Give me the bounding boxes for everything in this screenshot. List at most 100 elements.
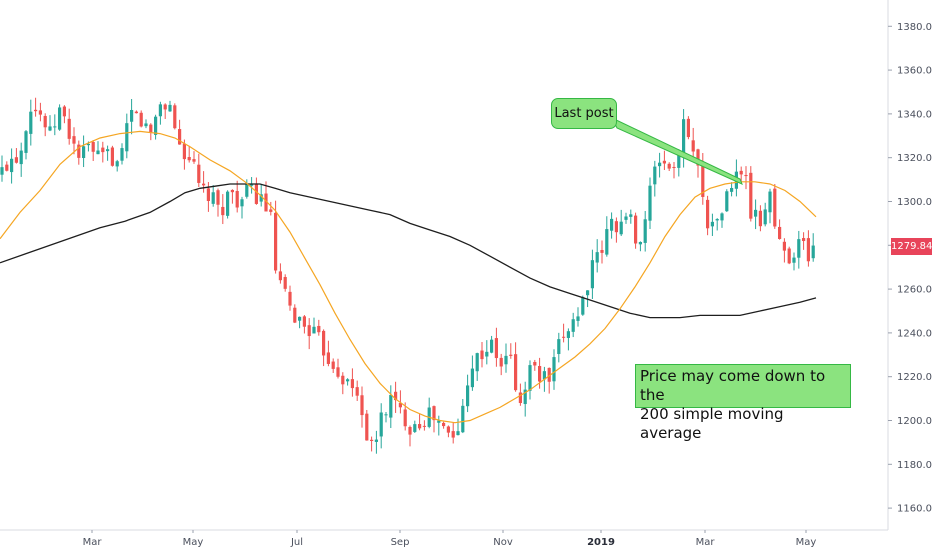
candle-body [221, 206, 225, 216]
candle-body [192, 159, 196, 162]
candle-body [706, 199, 710, 229]
candle-body [466, 385, 470, 407]
candle-body [245, 184, 249, 197]
candle-body [250, 184, 254, 186]
candle-body [571, 319, 575, 332]
candle-body [422, 425, 426, 427]
candle-body [139, 112, 143, 127]
callout-pointer [610, 116, 743, 185]
candle-body [24, 131, 28, 153]
annotation-last-post[interactable]: Last post [551, 98, 617, 129]
candle-body [336, 367, 340, 377]
candle-body [197, 164, 201, 183]
candle-body [216, 190, 220, 205]
annotation-line-2: 200 simple moving average [640, 405, 784, 442]
candle-body [595, 252, 599, 263]
candle-body [677, 153, 681, 168]
candle-body [14, 157, 18, 163]
y-tick-label: 1180.00 [897, 460, 932, 471]
candle-body [379, 412, 383, 437]
candle-body [562, 336, 566, 338]
candle-body [10, 158, 14, 173]
candle-body [168, 104, 172, 112]
moving-averages [0, 130, 817, 424]
candle-body [418, 424, 422, 429]
candle-body [202, 183, 206, 186]
candle-body [274, 212, 278, 271]
candle-body [763, 209, 767, 225]
annotation-price-note[interactable]: Price may come down to the 200 simple mo… [635, 364, 851, 442]
candle-body [475, 353, 479, 372]
y-tick-label: 1260.00 [897, 285, 932, 296]
candle-body [58, 107, 62, 130]
candle-body [182, 143, 186, 160]
candle-body [158, 104, 162, 117]
candle-body [610, 218, 614, 231]
candle-body [662, 160, 666, 164]
sma-200-line [0, 183, 817, 319]
candle-body [298, 316, 302, 321]
candle-body [600, 249, 604, 253]
y-tick-label: 1220.00 [897, 372, 932, 383]
candle-body [754, 209, 758, 217]
candle-body [442, 422, 446, 427]
candle-body [259, 194, 263, 202]
candle-body [226, 191, 230, 216]
candle-body [408, 426, 412, 435]
candle-body [802, 238, 806, 242]
candle-body [91, 141, 95, 152]
candle-body [557, 339, 561, 355]
candle-body [624, 216, 628, 220]
candle-body [302, 316, 306, 327]
y-tick-label: 1380.00 [897, 22, 932, 33]
candle-body [638, 241, 642, 245]
candle-body [86, 143, 90, 146]
candle-body [106, 149, 110, 152]
candle-body [619, 221, 623, 235]
candle-body [144, 123, 148, 127]
candle-body [293, 307, 297, 323]
candle-body [470, 368, 474, 388]
candle-body [542, 371, 546, 380]
y-tick-label: 1200.00 [897, 416, 932, 427]
candle-body [730, 187, 734, 192]
candle-body [370, 439, 374, 441]
candle-body [235, 190, 239, 208]
candle-body [283, 277, 287, 289]
candle-body [446, 426, 450, 433]
candle-body [38, 110, 42, 115]
candle-body [19, 150, 23, 165]
candle-body [43, 115, 47, 128]
y-tick-label: 1320.00 [897, 153, 932, 164]
candle-body [778, 226, 782, 239]
candle-body [389, 394, 393, 418]
candle-body [499, 357, 503, 367]
candle-body [101, 147, 105, 153]
candle-body [413, 424, 417, 432]
candle-body [782, 241, 786, 251]
candle-body [490, 339, 494, 353]
candle-body [134, 111, 138, 114]
candle-body [322, 330, 326, 356]
candle-body [797, 239, 801, 258]
candle-body [77, 144, 81, 158]
candle-body [485, 351, 489, 357]
candle-body [5, 164, 9, 171]
candle-body [264, 193, 268, 212]
candle-body [62, 106, 66, 117]
candle-body [494, 338, 498, 359]
candle-body [528, 365, 532, 391]
candle-body [648, 185, 652, 221]
x-tick-label: Sep [391, 537, 410, 548]
candle-body [312, 326, 316, 334]
candle-body [725, 191, 729, 212]
candle-body [120, 148, 124, 161]
candle-body [173, 105, 177, 129]
candle-body [206, 188, 210, 201]
candle-body [154, 116, 158, 135]
candle-body [451, 431, 455, 438]
candle-body [614, 221, 618, 233]
candle-body [658, 162, 662, 167]
